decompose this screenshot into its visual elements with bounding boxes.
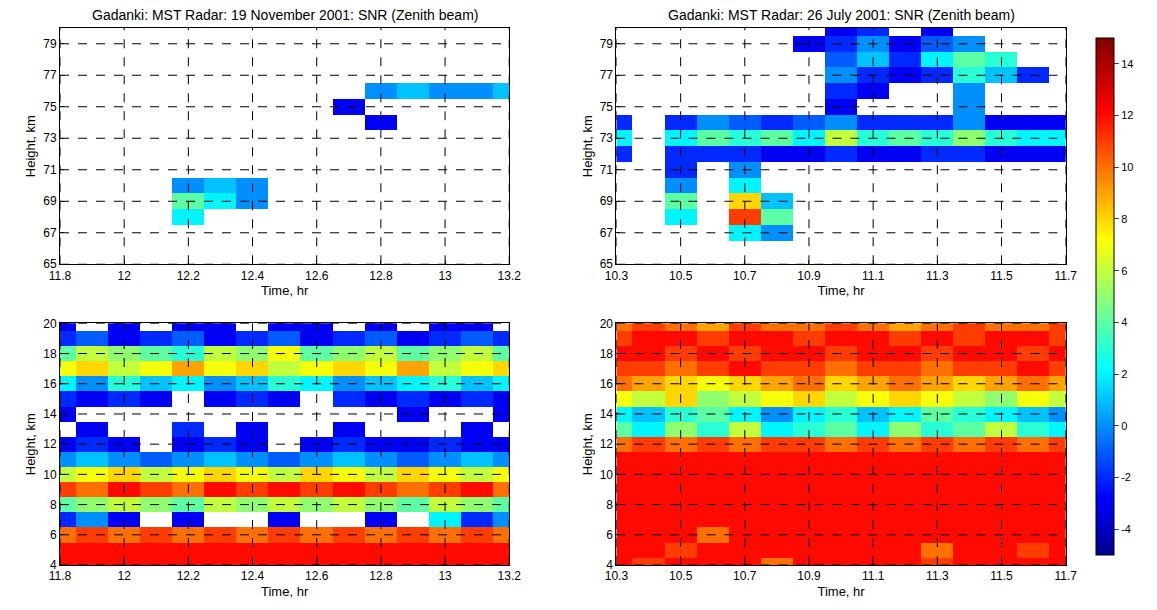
svg-text:11.3: 11.3 — [926, 269, 949, 283]
svg-text:77: 77 — [600, 68, 614, 82]
svg-text:67: 67 — [43, 226, 57, 240]
svg-text:10.9: 10.9 — [797, 569, 821, 583]
svg-text:11.1: 11.1 — [862, 269, 885, 283]
svg-text:11.8: 11.8 — [49, 269, 72, 283]
svg-text:12.4: 12.4 — [241, 269, 265, 283]
svg-text:71: 71 — [43, 163, 57, 177]
svg-text:20: 20 — [43, 317, 57, 331]
svg-text:Gadanki: MST Radar: 19 Novembe: Gadanki: MST Radar: 19 November 2001: SN… — [92, 7, 478, 23]
svg-text:Time, hr: Time, hr — [261, 283, 309, 298]
svg-text:14: 14 — [600, 407, 614, 421]
svg-text:0: 0 — [1121, 420, 1127, 432]
svg-text:13.2: 13.2 — [498, 269, 522, 283]
svg-text:11.5: 11.5 — [990, 569, 1013, 583]
svg-text:10.3: 10.3 — [605, 269, 629, 283]
svg-text:65: 65 — [43, 257, 57, 271]
svg-text:8: 8 — [50, 498, 57, 512]
svg-text:11.5: 11.5 — [990, 269, 1013, 283]
svg-text:4: 4 — [606, 558, 613, 572]
svg-text:12.6: 12.6 — [305, 569, 329, 583]
svg-text:16: 16 — [43, 377, 57, 391]
svg-text:18: 18 — [600, 347, 614, 361]
svg-text:13: 13 — [438, 269, 452, 283]
svg-text:6: 6 — [50, 528, 57, 542]
svg-text:79: 79 — [600, 37, 614, 51]
svg-text:12: 12 — [118, 569, 132, 583]
svg-text:10.7: 10.7 — [733, 569, 757, 583]
svg-text:8: 8 — [606, 498, 613, 512]
svg-text:-4: -4 — [1121, 523, 1131, 535]
svg-text:6: 6 — [1121, 265, 1127, 277]
svg-text:Gadanki: MST Radar: 26 July 20: Gadanki: MST Radar: 26 July 2001: SNR (Z… — [668, 7, 1015, 23]
svg-text:14: 14 — [43, 407, 57, 421]
svg-text:69: 69 — [600, 194, 614, 208]
svg-text:71: 71 — [600, 163, 614, 177]
svg-text:11.1: 11.1 — [862, 569, 885, 583]
svg-text:18: 18 — [43, 347, 57, 361]
svg-text:Time, hr: Time, hr — [817, 584, 865, 599]
svg-text:Height, km: Height, km — [23, 413, 38, 475]
svg-text:6: 6 — [606, 528, 613, 542]
svg-text:67: 67 — [600, 226, 614, 240]
svg-text:16: 16 — [600, 377, 614, 391]
svg-text:10.5: 10.5 — [669, 269, 693, 283]
svg-text:11.7: 11.7 — [1054, 269, 1077, 283]
svg-text:65: 65 — [600, 257, 614, 271]
svg-text:Height, km: Height, km — [580, 115, 595, 177]
svg-text:Time, hr: Time, hr — [817, 283, 865, 298]
svg-text:10.7: 10.7 — [733, 269, 757, 283]
svg-text:12.8: 12.8 — [369, 269, 393, 283]
svg-text:12: 12 — [600, 437, 614, 451]
svg-text:Height, km: Height, km — [23, 115, 38, 177]
svg-text:12: 12 — [1121, 109, 1133, 121]
svg-text:12: 12 — [118, 269, 132, 283]
svg-text:10: 10 — [1121, 161, 1133, 173]
svg-text:8: 8 — [1121, 213, 1127, 225]
svg-text:11.8: 11.8 — [49, 569, 72, 583]
svg-text:2: 2 — [1121, 368, 1127, 380]
svg-text:10: 10 — [43, 468, 57, 482]
svg-text:4: 4 — [50, 558, 57, 572]
svg-text:10.5: 10.5 — [669, 569, 693, 583]
svg-text:10: 10 — [600, 468, 614, 482]
svg-text:Height, km: Height, km — [580, 413, 595, 475]
svg-text:73: 73 — [600, 131, 614, 145]
svg-text:10.9: 10.9 — [797, 269, 821, 283]
svg-text:4: 4 — [1121, 316, 1127, 328]
svg-text:12: 12 — [43, 437, 57, 451]
svg-text:75: 75 — [600, 100, 614, 114]
svg-text:12.2: 12.2 — [177, 569, 201, 583]
svg-text:20: 20 — [600, 317, 614, 331]
svg-text:11.7: 11.7 — [1054, 569, 1077, 583]
svg-text:79: 79 — [43, 37, 57, 51]
svg-text:14: 14 — [1121, 58, 1133, 70]
svg-text:12.2: 12.2 — [177, 269, 201, 283]
svg-text:12.4: 12.4 — [241, 569, 265, 583]
svg-text:77: 77 — [43, 68, 57, 82]
svg-text:13.2: 13.2 — [498, 569, 522, 583]
svg-text:13: 13 — [438, 569, 452, 583]
svg-text:69: 69 — [43, 194, 57, 208]
svg-text:12.8: 12.8 — [369, 569, 393, 583]
svg-text:73: 73 — [43, 131, 57, 145]
svg-text:75: 75 — [43, 100, 57, 114]
svg-text:11.3: 11.3 — [926, 569, 949, 583]
svg-text:-2: -2 — [1121, 471, 1131, 483]
svg-text:10.3: 10.3 — [605, 569, 629, 583]
svg-text:12.6: 12.6 — [305, 269, 329, 283]
svg-text:Time, hr: Time, hr — [261, 584, 309, 599]
